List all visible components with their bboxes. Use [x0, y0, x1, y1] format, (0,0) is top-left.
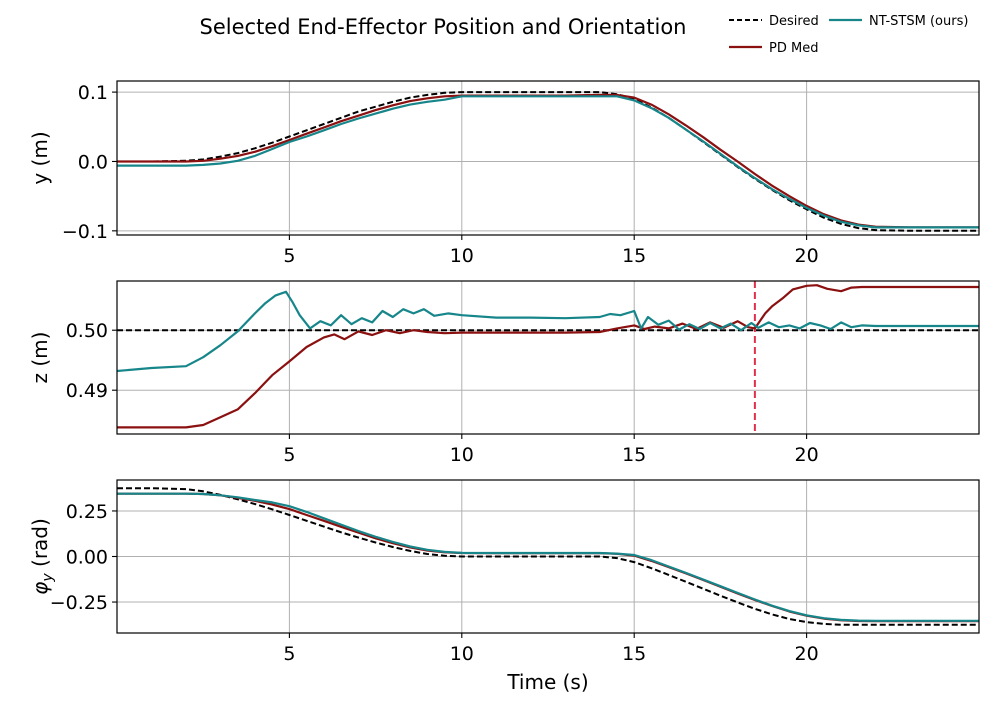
legend-label-desired: Desired [769, 14, 819, 29]
legend: Desired NT-STSM (ours) PD Med [729, 14, 968, 56]
y-y-axis-label: y (m) [28, 131, 52, 184]
subplot-z: 5 10 15 20 0.50 0.49 z (m) [28, 280, 980, 466]
z-x-tick-label: 5 [283, 444, 295, 466]
chart-title: Selected End-Effector Position and Orien… [200, 15, 687, 39]
y-x-tick-label: 15 [622, 245, 646, 267]
y-y-tick-label: 0.1 [78, 82, 108, 104]
phi-y-axis-label: φy (rad) [28, 518, 56, 595]
phi-x-tick-label: 5 [283, 643, 295, 665]
z-y-tick-label: 0.49 [66, 380, 108, 402]
z-x-tick-label: 20 [795, 444, 819, 466]
phi-x-tick-label: 15 [622, 643, 646, 665]
legend-label-ntstsm: NT-STSM (ours) [869, 14, 968, 29]
legend-label-pd-med: PD Med [769, 41, 818, 56]
phi-x-tick-label: 10 [450, 643, 474, 665]
y-x-tick-label: 5 [283, 245, 295, 267]
z-series-ntstsm [116, 290, 979, 373]
y-y-tick-label: −0.1 [62, 221, 108, 243]
subplot-y: 5 10 15 20 0.1 0.0 −0.1 y (m) [28, 80, 980, 267]
y-y-tick-label: 0.0 [78, 151, 108, 173]
y-series-desired [117, 91, 979, 232]
phi-series-ntstsm [117, 492, 979, 622]
y-x-tick-label: 20 [795, 245, 819, 267]
z-x-tick-label: 10 [450, 444, 474, 466]
phi-y-tick-label: 0.25 [66, 501, 108, 523]
phi-series-desired [117, 487, 979, 626]
x-axis-label: Time (s) [506, 670, 588, 694]
phi-y-tick-label: −0.25 [50, 592, 108, 614]
z-x-tick-label: 15 [622, 444, 646, 466]
y-axes-frame [116, 80, 980, 236]
z-series-pd-med [117, 284, 979, 429]
phi-x-tick-label: 20 [795, 643, 819, 665]
y-x-tick-label: 10 [450, 245, 474, 267]
z-axes-frame [116, 280, 980, 435]
z-y-tick-label: 0.50 [66, 320, 108, 342]
phi-y-tick-label: 0.00 [66, 547, 108, 569]
y-series-ntstsm [117, 95, 979, 229]
z-y-axis-label: z (m) [28, 332, 52, 384]
